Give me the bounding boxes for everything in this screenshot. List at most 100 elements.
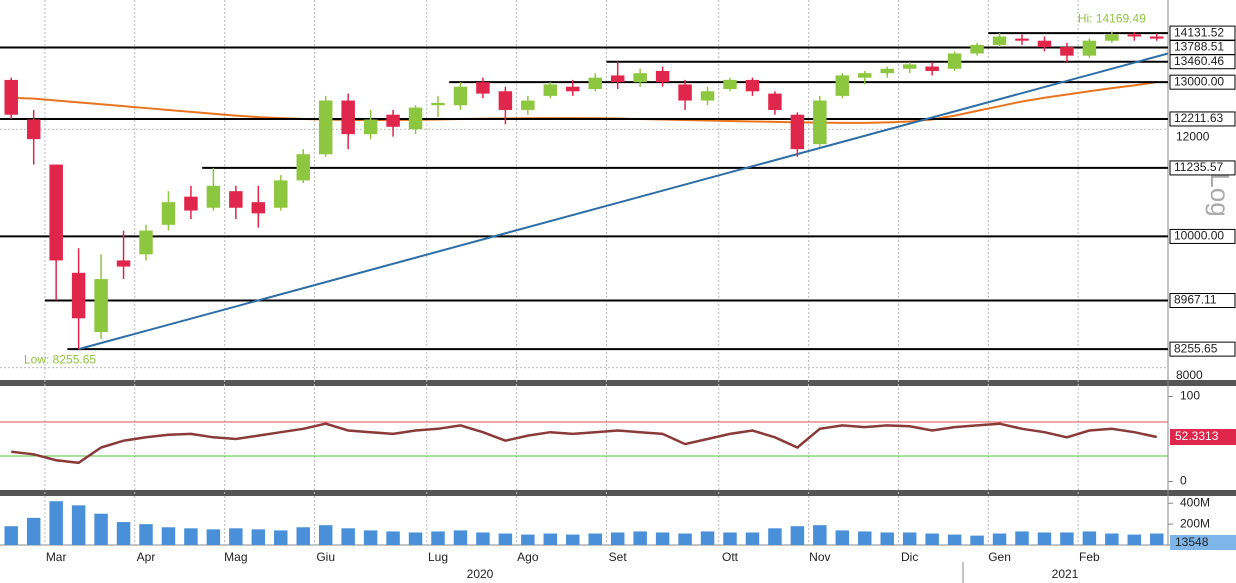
level-label-box xyxy=(1169,74,1236,90)
last-value-box xyxy=(1170,429,1236,446)
level-label: 12211.63 xyxy=(1174,111,1223,125)
year-label: 2021 xyxy=(1052,567,1079,581)
high-annotation: Hi: 14169.49 xyxy=(1078,12,1146,26)
candle-body xyxy=(1127,34,1142,37)
volume-bar xyxy=(386,531,400,545)
x-tick-label: Mag xyxy=(224,550,247,564)
volume-bar xyxy=(880,532,894,545)
volume-bar xyxy=(363,530,378,545)
trendline xyxy=(78,52,1169,351)
level-label-box xyxy=(1169,341,1236,357)
volume-bar xyxy=(1150,533,1164,545)
level-label: 8967.11 xyxy=(1174,293,1217,307)
candle-body xyxy=(251,202,266,214)
candle-body xyxy=(543,84,558,96)
volume-bar xyxy=(790,526,805,545)
volume-bar xyxy=(116,522,131,545)
volume-bar xyxy=(296,527,310,545)
candle-body xyxy=(498,91,513,110)
volume-bar xyxy=(543,533,558,545)
candle-body xyxy=(655,70,670,83)
level-label-box xyxy=(1169,111,1236,127)
volume-bar xyxy=(700,531,715,545)
candle-body xyxy=(431,102,445,106)
candle-body xyxy=(678,84,692,101)
candle-body xyxy=(521,100,535,110)
volume-bar xyxy=(498,533,513,545)
x-tick-label: Lug xyxy=(428,550,448,564)
candle-body xyxy=(49,164,63,261)
level-label: 8255.65 xyxy=(1174,341,1218,355)
candle-body xyxy=(790,114,805,150)
volume-bar xyxy=(476,532,490,545)
volume-bar xyxy=(94,513,108,545)
axis-label: Log xyxy=(1205,173,1235,216)
candle-body xyxy=(71,272,86,319)
last-value-label: 52.3313 xyxy=(1175,429,1219,443)
volume-bar xyxy=(1060,532,1074,545)
y-tick-label: 100 xyxy=(1180,389,1200,403)
x-tick-label: Ago xyxy=(517,550,539,564)
volume-bar xyxy=(835,530,850,545)
volume-bar xyxy=(947,534,962,545)
candle-body xyxy=(184,196,198,211)
level-label: 13788.51 xyxy=(1174,40,1224,54)
y-tick-label: 400M xyxy=(1180,495,1210,509)
level-label: 14131.52 xyxy=(1174,25,1224,39)
volume-bar xyxy=(161,527,176,545)
candle-body xyxy=(26,119,41,140)
candle-body xyxy=(386,114,400,127)
candle-body xyxy=(161,202,176,225)
volume-bar xyxy=(139,524,153,545)
volume-bar xyxy=(1015,531,1029,545)
volume-bar xyxy=(813,525,827,545)
x-tick-label: Dic xyxy=(901,550,918,564)
level-label: 13460.46 xyxy=(1174,54,1224,68)
volume-bar xyxy=(970,535,984,545)
volume-bar xyxy=(655,532,670,545)
candle-body xyxy=(229,191,243,208)
candle-body xyxy=(902,64,917,69)
indicator-line xyxy=(11,422,1158,465)
x-tick-label: Apr xyxy=(137,550,156,564)
x-tick-label: Set xyxy=(609,550,628,564)
volume-bar xyxy=(4,526,18,545)
volume-bar xyxy=(723,532,737,545)
candle-body xyxy=(858,73,872,78)
volume-bar xyxy=(274,530,288,545)
y-tick-label: 8000 xyxy=(1176,368,1203,382)
candle-body xyxy=(296,154,310,181)
candle-body xyxy=(835,75,850,96)
y-tick-label: 0 xyxy=(1180,474,1187,488)
volume-bar xyxy=(925,533,939,545)
level-label: 10000.00 xyxy=(1174,229,1224,243)
level-label-box xyxy=(1169,160,1236,176)
volume-bar xyxy=(453,530,468,545)
panel-separator xyxy=(0,380,1236,386)
candle-body xyxy=(206,185,221,208)
volume-bar xyxy=(678,533,692,545)
candle-body xyxy=(1037,40,1052,48)
volume-bar xyxy=(341,528,355,545)
volume-bar xyxy=(251,529,266,545)
candle-body xyxy=(633,73,647,83)
candle-body xyxy=(94,279,108,332)
volume-bar xyxy=(408,532,423,545)
candle-body xyxy=(768,93,782,110)
volume-bar xyxy=(768,528,782,545)
candle-body xyxy=(341,100,355,135)
candle-body xyxy=(1150,36,1164,39)
volume-bar xyxy=(206,529,221,545)
candle-body xyxy=(476,82,490,94)
candle-body xyxy=(116,260,131,267)
level-label-box xyxy=(1169,228,1236,244)
candle-body xyxy=(274,180,288,208)
y-tick-label: 12000 xyxy=(1176,129,1210,143)
candle-body xyxy=(925,66,939,71)
year-label: 2020 xyxy=(467,567,494,581)
x-tick-label: Mar xyxy=(46,550,67,564)
volume-bar xyxy=(521,534,535,545)
volume-bar xyxy=(1082,531,1097,545)
